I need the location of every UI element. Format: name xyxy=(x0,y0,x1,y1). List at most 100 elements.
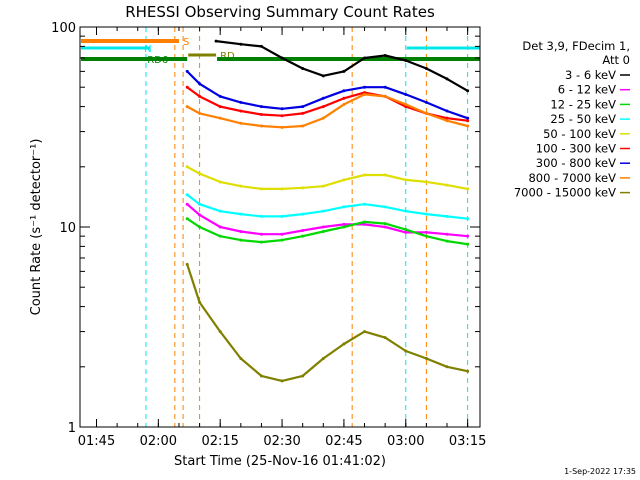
series-point-300-800-kev xyxy=(198,82,202,86)
series-point-12-25-kev xyxy=(185,217,189,221)
series-point-3-6-kev xyxy=(342,69,346,73)
series-point-50-100-kev xyxy=(198,172,202,176)
series-point-12-25-kev xyxy=(383,222,387,226)
series-point-100-300-kev xyxy=(466,119,470,123)
y-axis-label: Count Rate (s⁻¹ detector⁻¹) xyxy=(29,139,44,316)
series-point-800-7000-kev xyxy=(445,119,449,123)
series-point-50-100-kev xyxy=(342,178,346,182)
series-point-800-7000-kev xyxy=(404,102,408,106)
legend-entry: 25 - 50 keV xyxy=(550,112,616,126)
series-point-25-50-kev xyxy=(383,205,387,209)
series-point-3-6-kev xyxy=(280,56,284,60)
series-point-800-7000-kev xyxy=(239,121,243,125)
series-point-12-25-kev xyxy=(404,228,408,232)
series-point-800-7000-kev xyxy=(218,116,222,120)
series-point-7000-15000-kev xyxy=(218,330,222,334)
series-point-6-12-kev xyxy=(342,222,346,226)
series-point-50-100-kev xyxy=(280,187,284,191)
series-point-300-800-kev xyxy=(363,85,367,89)
series-point-12-25-kev xyxy=(321,229,325,233)
x-tick-label: 02:00 xyxy=(140,434,177,449)
series-point-50-100-kev xyxy=(259,187,263,191)
series-point-3-6-kev xyxy=(383,54,387,58)
series-point-800-7000-kev xyxy=(321,116,325,120)
series-point-6-12-kev xyxy=(218,225,222,229)
legend-entry: 800 - 7000 keV xyxy=(528,171,616,185)
legend-entry: 100 - 300 keV xyxy=(536,142,616,156)
series-point-300-800-kev xyxy=(218,94,222,98)
series-line-300-800-kev xyxy=(186,70,468,120)
series-point-25-50-kev xyxy=(445,214,449,218)
series-point-300-800-kev xyxy=(342,89,346,93)
series-point-100-300-kev xyxy=(321,105,325,109)
series-point-100-300-kev xyxy=(342,96,346,100)
series-point-25-50-kev xyxy=(185,193,189,197)
series-point-7000-15000-kev xyxy=(280,379,284,383)
series-point-12-25-kev xyxy=(218,234,222,238)
series-point-6-12-kev xyxy=(239,229,243,233)
series-point-3-6-kev xyxy=(445,77,449,81)
series-point-300-800-kev xyxy=(301,105,305,109)
series-point-7000-15000-kev xyxy=(445,365,449,369)
series-point-800-7000-kev xyxy=(185,105,189,109)
series-point-100-300-kev xyxy=(259,113,263,117)
series-point-50-100-kev xyxy=(301,186,305,190)
series-point-50-100-kev xyxy=(424,180,428,184)
series-point-50-100-kev xyxy=(404,178,408,182)
series-point-50-100-kev xyxy=(185,165,189,169)
series-point-12-25-kev xyxy=(239,238,243,242)
series-point-7000-15000-kev xyxy=(198,300,202,304)
series-point-100-300-kev xyxy=(239,109,243,113)
series-point-12-25-kev xyxy=(424,234,428,238)
series-point-300-800-kev xyxy=(445,109,449,113)
time-markers xyxy=(79,27,469,427)
x-tick-label: 03:00 xyxy=(387,434,424,449)
plot-frame xyxy=(79,26,481,428)
legend-entry: 50 - 100 keV xyxy=(543,127,616,141)
legend-entry: 3 - 6 keV xyxy=(565,68,616,82)
series-point-50-100-kev xyxy=(321,184,325,188)
series-point-12-25-kev xyxy=(363,220,367,224)
legend-entry: 7000 - 15000 keV xyxy=(514,186,616,200)
series-point-12-25-kev xyxy=(259,240,263,244)
series-point-800-7000-kev xyxy=(466,124,470,128)
chart-title: RHESSI Observing Summary Count Rates xyxy=(125,3,435,21)
series-point-300-800-kev xyxy=(424,100,428,104)
series-point-7000-15000-kev xyxy=(404,349,408,353)
series-point-25-50-kev xyxy=(424,212,428,216)
series-point-7000-15000-kev xyxy=(424,357,428,361)
series-point-6-12-kev xyxy=(445,232,449,236)
legend-entry: 300 - 800 keV xyxy=(536,156,616,170)
series-point-25-50-kev xyxy=(363,202,367,206)
y-tick-label: 100 xyxy=(51,21,76,36)
x-axis: 01:45 02:00 02:15 02:30 02:45 03:00 03:15 xyxy=(78,27,486,449)
series-line-7000-15000-kev xyxy=(186,264,468,382)
series-point-3-6-kev xyxy=(404,58,408,62)
series-point-3-6-kev xyxy=(214,39,218,43)
series-point-12-25-kev xyxy=(198,225,202,229)
series-point-800-7000-kev xyxy=(198,111,202,115)
series-point-25-50-kev xyxy=(218,209,222,213)
series-point-25-50-kev xyxy=(301,212,305,216)
series-point-7000-15000-kev xyxy=(259,374,263,378)
x-tick-label: 01:45 xyxy=(78,434,115,449)
series-point-800-7000-kev xyxy=(383,94,387,98)
series-point-3-6-kev xyxy=(466,89,470,93)
series-point-800-7000-kev xyxy=(424,111,428,115)
data-series xyxy=(185,39,470,383)
series-point-25-50-kev xyxy=(321,209,325,213)
series-point-25-50-kev xyxy=(280,214,284,218)
series-point-100-300-kev xyxy=(280,114,284,118)
x-tick-label: 03:15 xyxy=(449,434,486,449)
series-point-3-6-kev xyxy=(363,56,367,60)
series-point-25-50-kev xyxy=(239,212,243,216)
series-point-100-300-kev xyxy=(185,85,189,89)
series-point-6-12-kev xyxy=(280,232,284,236)
series-point-100-300-kev xyxy=(301,111,305,115)
series-point-6-12-kev xyxy=(301,229,305,233)
series-point-300-800-kev xyxy=(383,85,387,89)
series-point-7000-15000-kev xyxy=(342,342,346,346)
series-point-25-50-kev xyxy=(466,217,470,221)
series-point-300-800-kev xyxy=(259,105,263,109)
